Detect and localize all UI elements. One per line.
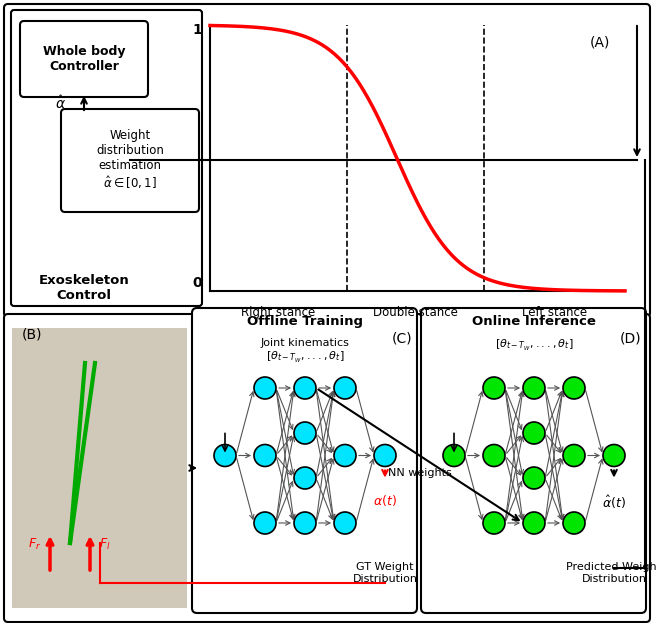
Circle shape bbox=[334, 444, 356, 467]
Text: $\hat{\alpha}$: $\hat{\alpha}$ bbox=[54, 94, 66, 112]
Circle shape bbox=[563, 512, 585, 534]
Circle shape bbox=[523, 467, 545, 489]
Circle shape bbox=[523, 422, 545, 444]
FancyBboxPatch shape bbox=[61, 109, 199, 212]
FancyBboxPatch shape bbox=[421, 308, 646, 613]
Circle shape bbox=[334, 377, 356, 399]
Circle shape bbox=[294, 422, 316, 444]
Text: $F_r$: $F_r$ bbox=[28, 537, 41, 552]
Circle shape bbox=[563, 377, 585, 399]
Circle shape bbox=[483, 512, 505, 534]
FancyBboxPatch shape bbox=[20, 21, 148, 97]
Circle shape bbox=[483, 377, 505, 399]
Text: Exoskeleton
Control: Exoskeleton Control bbox=[39, 274, 129, 302]
Circle shape bbox=[563, 444, 585, 467]
Text: 1: 1 bbox=[192, 23, 202, 37]
Text: (D): (D) bbox=[620, 331, 642, 345]
Circle shape bbox=[483, 444, 505, 467]
FancyBboxPatch shape bbox=[12, 328, 187, 608]
Text: Joint kinematics
$[\theta_{t-T_W}, ..., \theta_t]$: Joint kinematics $[\theta_{t-T_W}, ..., … bbox=[260, 338, 350, 365]
Text: Left stance: Left stance bbox=[522, 306, 587, 319]
Text: $[\theta_{t-T_W}, ..., \theta_t]$: $[\theta_{t-T_W}, ..., \theta_t]$ bbox=[495, 338, 573, 353]
FancyBboxPatch shape bbox=[4, 314, 650, 622]
Circle shape bbox=[523, 377, 545, 399]
Text: NN weights: NN weights bbox=[388, 467, 451, 477]
Circle shape bbox=[294, 512, 316, 534]
Circle shape bbox=[254, 512, 276, 534]
Text: Offline Training: Offline Training bbox=[247, 315, 363, 328]
Text: Right stance: Right stance bbox=[241, 306, 316, 319]
Text: 0: 0 bbox=[192, 276, 202, 290]
Circle shape bbox=[523, 512, 545, 534]
Text: Weight
distribution
estimation
$\hat{\alpha} \in [0, 1]$: Weight distribution estimation $\hat{\al… bbox=[96, 128, 164, 191]
Text: $F_l$: $F_l$ bbox=[99, 537, 111, 552]
FancyBboxPatch shape bbox=[11, 10, 202, 306]
Text: (B): (B) bbox=[22, 328, 43, 342]
Text: Predicted Weight
Distribution: Predicted Weight Distribution bbox=[567, 562, 656, 584]
Circle shape bbox=[254, 444, 276, 467]
Circle shape bbox=[254, 377, 276, 399]
FancyBboxPatch shape bbox=[4, 4, 650, 317]
Circle shape bbox=[603, 444, 625, 467]
Text: (A): (A) bbox=[590, 35, 610, 49]
Circle shape bbox=[294, 467, 316, 489]
Text: Online Inference: Online Inference bbox=[472, 315, 596, 328]
Circle shape bbox=[443, 444, 465, 467]
Text: Double stance: Double stance bbox=[373, 306, 458, 319]
Circle shape bbox=[294, 377, 316, 399]
FancyBboxPatch shape bbox=[192, 308, 417, 613]
Text: $\hat{\alpha}(t)$: $\hat{\alpha}(t)$ bbox=[602, 493, 626, 511]
Circle shape bbox=[334, 512, 356, 534]
Text: Whole body
Controller: Whole body Controller bbox=[43, 45, 125, 73]
Circle shape bbox=[214, 444, 236, 467]
Circle shape bbox=[374, 444, 396, 467]
Text: $\alpha(t)$: $\alpha(t)$ bbox=[373, 493, 397, 508]
Text: (C): (C) bbox=[392, 331, 413, 345]
Text: GT Weight
Distribution: GT Weight Distribution bbox=[352, 562, 417, 584]
